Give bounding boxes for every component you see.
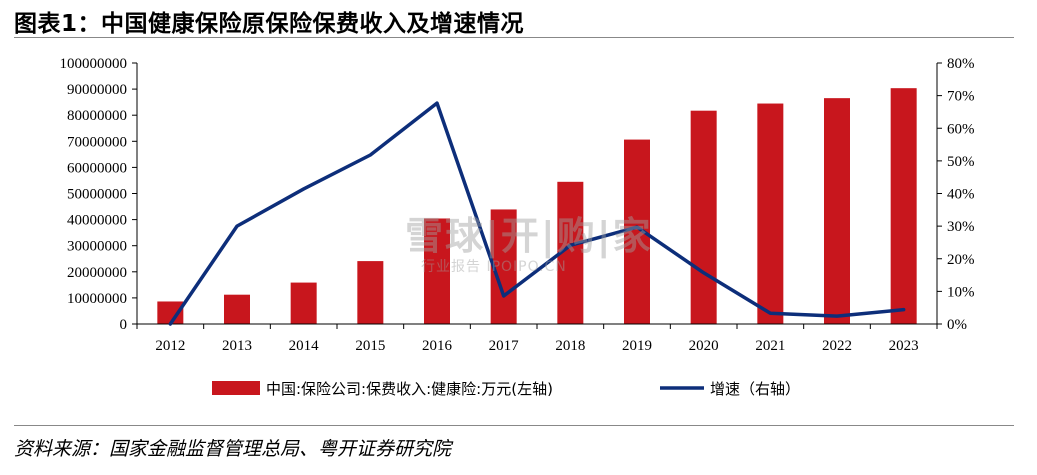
bottom-divider	[14, 425, 1014, 426]
bar-2023	[890, 88, 917, 325]
legend-bar-label: 中国:保险公司:保费收入:健康险:万元(左轴)	[266, 380, 553, 398]
left-tick-label: 0	[120, 317, 128, 333]
right-tick-label: 30%	[947, 219, 975, 235]
legend-bar-swatch	[212, 381, 260, 395]
x-tick-label: 2021	[755, 338, 785, 354]
bar-2014	[290, 282, 317, 324]
legend-line-label: 增速（右轴）	[710, 380, 800, 398]
bar-2016	[424, 218, 450, 324]
top-divider	[14, 37, 1014, 38]
x-tick-label: 2013	[222, 338, 252, 354]
right-tick-label: 10%	[947, 284, 975, 300]
right-tick-label: 0%	[947, 317, 967, 333]
left-tick-label: 80000000	[67, 108, 127, 124]
growth-line	[168, 101, 906, 326]
x-tick-label: 2017	[489, 338, 520, 354]
right-tick-label: 60%	[947, 121, 975, 137]
left-tick-label: 50000000	[67, 187, 127, 203]
bar-2021	[757, 103, 784, 324]
right-tick-label: 50%	[947, 154, 975, 170]
bar-2012	[157, 301, 184, 324]
x-tick-label: 2022	[822, 338, 852, 354]
left-tick-label: 30000000	[67, 239, 127, 255]
left-tick-label: 40000000	[67, 213, 127, 229]
left-tick-label: 20000000	[67, 265, 127, 281]
right-tick-label: 20%	[947, 252, 975, 268]
combo-chart: 0 10000000 20000000 30000000 40000000 5000000…	[60, 56, 975, 398]
bar-2015	[357, 261, 384, 324]
x-tick-label: 2016	[422, 338, 453, 354]
chart-title: 图表1：中国健康保险原保险保费收入及增速情况	[14, 11, 525, 37]
left-tick-label: 100000000	[60, 56, 128, 72]
left-tick-label: 60000000	[67, 160, 127, 176]
x-tick-label: 2020	[689, 338, 719, 354]
x-tick-label: 2019	[622, 338, 652, 354]
bar-2013	[224, 294, 250, 324]
left-tick-label: 70000000	[67, 134, 127, 150]
x-tick-label: 2023	[889, 338, 919, 354]
x-tick-label: 2014	[289, 338, 320, 354]
bar-2020	[690, 110, 717, 325]
right-tick-label: 40%	[947, 187, 975, 203]
x-tick-label: 2012	[155, 338, 185, 354]
source-note: 资料来源：国家金融监督管理总局、粤开证券研究院	[14, 438, 452, 460]
right-tick-label: 70%	[947, 89, 975, 105]
x-tick-label: 2018	[555, 338, 585, 354]
bar-2022	[824, 98, 850, 324]
x-tick-label: 2015	[355, 338, 385, 354]
right-tick-label: 80%	[947, 56, 975, 72]
left-tick-label: 10000000	[67, 291, 127, 307]
left-tick-label: 90000000	[67, 82, 127, 98]
